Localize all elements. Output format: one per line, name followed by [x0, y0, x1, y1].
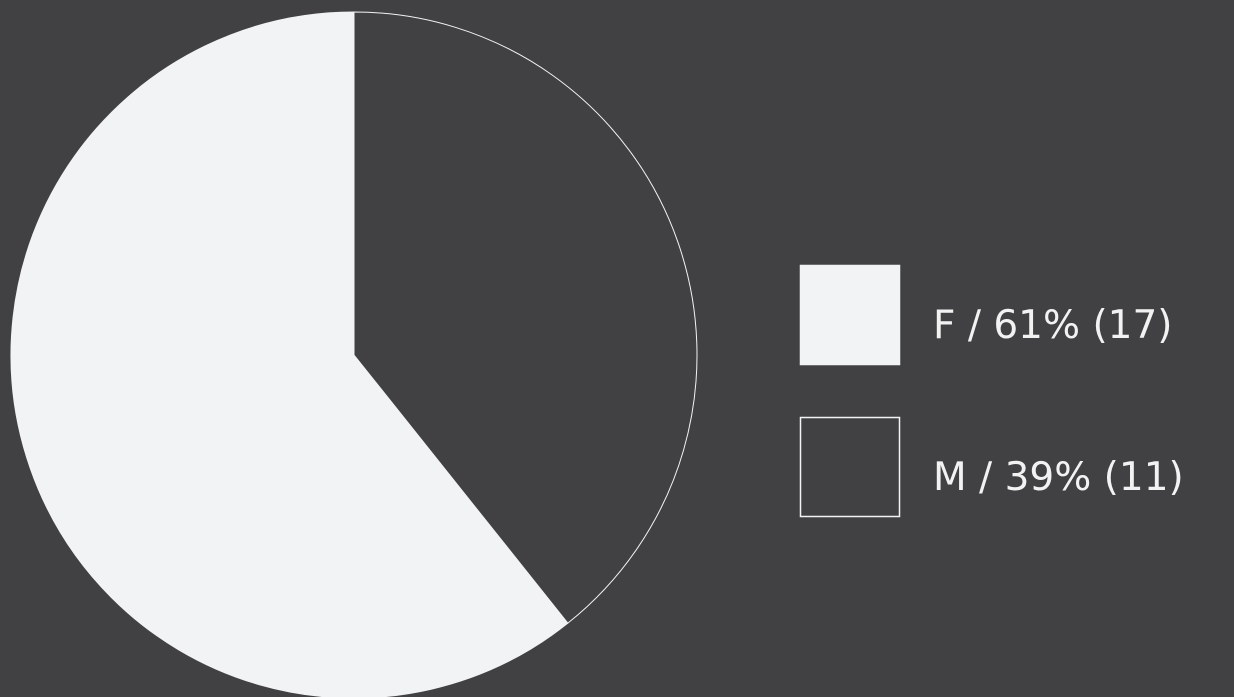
legend-swatch: [799, 264, 901, 366]
pie-slice: [10, 11, 569, 697]
legend-swatch: [799, 416, 901, 518]
legend-label: M / 39% (11): [933, 455, 1184, 500]
pie-slice: [353, 11, 698, 624]
legend-label: F / 61% (17): [933, 303, 1173, 348]
